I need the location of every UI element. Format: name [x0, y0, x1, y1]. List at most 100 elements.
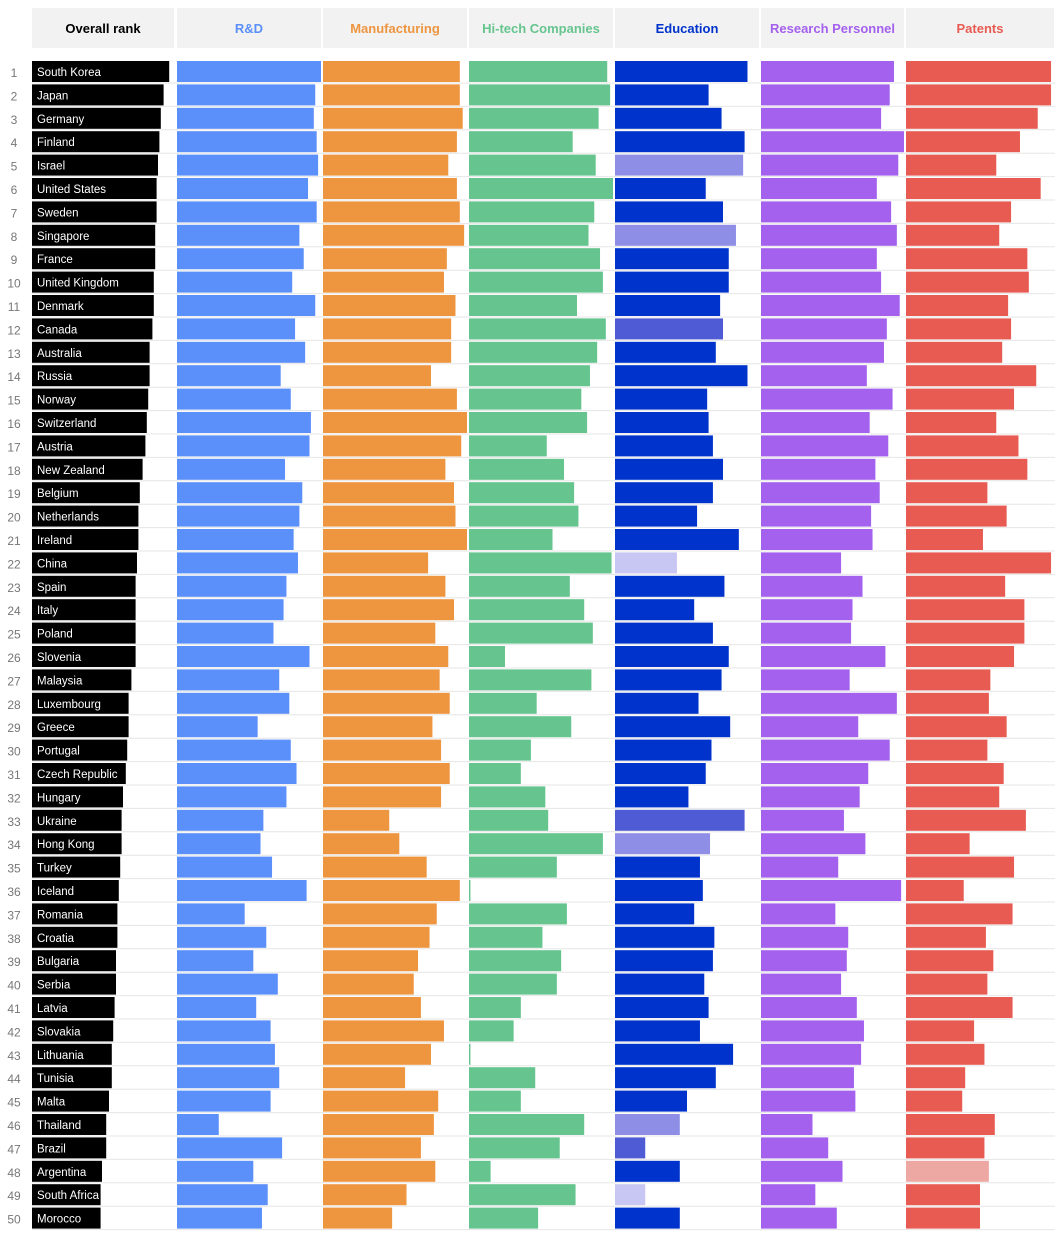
patents-bar	[906, 201, 1012, 223]
patents-bar	[906, 763, 1004, 784]
education-bar	[615, 692, 699, 714]
patents-bar	[906, 1207, 980, 1229]
overall-bar	[32, 809, 122, 831]
country-label: Finland	[37, 137, 75, 149]
overall-bar	[32, 435, 146, 457]
manufacturing-bar	[323, 224, 465, 246]
country-label: Russia	[37, 371, 73, 383]
overall-bar	[32, 341, 150, 363]
overall-bar	[32, 201, 157, 223]
hi-tech-companies-bar	[469, 926, 543, 948]
country-label: Hungary	[37, 792, 81, 804]
table-row: 18 New Zealand	[7, 458, 1055, 482]
patents-bar	[906, 388, 1015, 410]
randd-bar	[177, 856, 273, 878]
research-personnel-bar	[761, 833, 866, 855]
overall-bar	[32, 575, 136, 597]
country-label: Germany	[37, 114, 85, 126]
patents-bar	[906, 107, 1038, 129]
header-cell-overall-rank	[32, 8, 174, 48]
country-label: Iceland	[37, 886, 74, 898]
table-row: 31 Czech Republic	[7, 763, 1055, 786]
hi-tech-companies-bar	[469, 786, 546, 808]
country-label: Canada	[37, 324, 78, 336]
rank-label: 6	[11, 183, 18, 197]
manufacturing-bar	[323, 1207, 393, 1229]
table-row: 15 Norway	[7, 388, 1055, 412]
country-label: Ireland	[37, 535, 72, 547]
overall-bar	[32, 1067, 112, 1089]
rank-label: 46	[7, 1119, 21, 1133]
patents-bar	[906, 739, 988, 761]
country-label: Greece	[37, 722, 75, 734]
country-label: Slovenia	[37, 652, 82, 664]
overall-bar	[32, 716, 129, 738]
header-cell-research-personnel	[761, 8, 904, 48]
education-bar	[615, 599, 695, 621]
patents-bar	[906, 575, 1006, 597]
country-label: Serbia	[37, 980, 71, 992]
hi-tech-companies-bar	[469, 552, 612, 574]
country-label: Austria	[37, 441, 73, 453]
research-personnel-bar	[761, 1184, 816, 1206]
manufacturing-bar	[323, 1090, 439, 1112]
research-personnel-bar	[761, 388, 893, 410]
research-personnel-bar	[761, 224, 897, 246]
education-bar	[615, 505, 698, 527]
research-personnel-bar	[761, 131, 904, 153]
country-label: Poland	[37, 629, 73, 641]
rank-label: 10	[7, 277, 21, 291]
country-label: Lithuania	[37, 1050, 84, 1062]
overall-bar	[32, 552, 137, 574]
header-label-patents: Patents	[957, 21, 1004, 36]
research-personnel-bar	[761, 1160, 843, 1182]
overall-bar	[32, 178, 157, 199]
hi-tech-companies-bar	[469, 856, 557, 878]
hi-tech-companies-bar	[469, 1184, 576, 1206]
rank-label: 42	[7, 1025, 21, 1039]
rank-label: 3	[11, 113, 18, 127]
research-personnel-bar	[761, 763, 869, 784]
research-personnel-bar	[761, 552, 842, 574]
table-row: 9 France	[11, 248, 1055, 271]
randd-bar	[177, 318, 296, 340]
randd-bar	[177, 248, 304, 270]
research-personnel-bar	[761, 318, 887, 340]
manufacturing-bar	[323, 107, 463, 129]
rank-label: 16	[7, 417, 21, 431]
manufacturing-bar	[323, 61, 460, 82]
randd-bar	[177, 435, 310, 457]
manufacturing-bar	[323, 926, 430, 948]
country-label: China	[37, 558, 68, 570]
header-cell-manufacturing	[323, 8, 467, 48]
patents-bar	[906, 505, 1007, 527]
table-row: 2 Japan	[11, 84, 1055, 107]
country-label: Denmark	[37, 301, 84, 313]
table-row: 11 Denmark	[8, 295, 1055, 318]
hi-tech-companies-bar	[469, 1114, 585, 1135]
country-label: Turkey	[37, 863, 72, 875]
hi-tech-companies-bar	[469, 458, 565, 480]
randd-bar	[177, 295, 316, 316]
overall-bar	[32, 599, 136, 621]
overall-bar	[32, 786, 123, 808]
overall-bar	[32, 505, 139, 527]
hi-tech-companies-bar	[469, 716, 572, 738]
randd-bar	[177, 903, 245, 925]
hi-tech-companies-bar	[469, 365, 590, 387]
country-label: United Kingdom	[37, 278, 119, 290]
table-row: 20 Netherlands	[7, 505, 1055, 529]
hi-tech-companies-bar	[469, 482, 575, 504]
hi-tech-companies-bar	[469, 61, 608, 82]
patents-bar	[906, 552, 1052, 574]
table-row: 50 Morocco	[7, 1207, 1055, 1231]
country-label: France	[37, 254, 73, 266]
rank-label: 20	[7, 511, 21, 525]
table-row: 44 Tunisia	[7, 1067, 1055, 1090]
country-label: Belgium	[37, 488, 79, 500]
patents-bar	[906, 833, 970, 855]
research-personnel-bar	[761, 973, 842, 995]
randd-bar	[177, 107, 314, 129]
hi-tech-companies-bar	[469, 107, 599, 129]
country-label: Morocco	[37, 1214, 81, 1226]
